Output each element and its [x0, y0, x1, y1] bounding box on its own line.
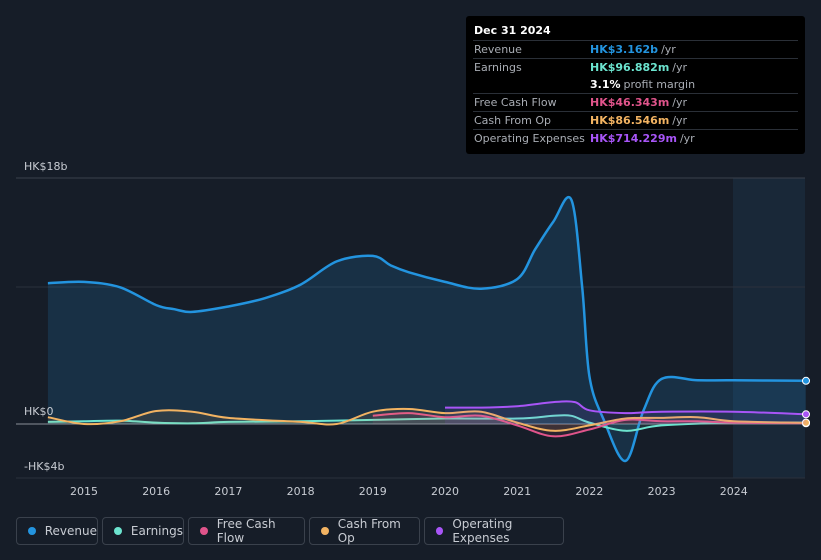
tooltip-row-profit-margin: 3.1% profit margin [473, 76, 798, 93]
tooltip-row-revenue: Revenue HK$3.162b /yr [473, 40, 798, 58]
tooltip-row-cash-from-op: Cash From Op HK$86.546m /yr [473, 111, 798, 129]
tooltip-value: HK$96.882m [590, 61, 670, 74]
tooltip-row-earnings: Earnings HK$96.882m /yr [473, 58, 798, 76]
legend-label: Free Cash Flow [216, 517, 276, 545]
legend-label: Earnings [130, 524, 183, 538]
legend-dot-icon [321, 527, 329, 535]
legend-dot-icon [28, 527, 36, 535]
legend-revenue[interactable]: Revenue [16, 517, 98, 545]
tooltip-unit: /yr [672, 114, 688, 127]
y-axis-labels: HK$18b HK$0 -HK$4b [24, 160, 67, 473]
tooltip: Dec 31 2024 Revenue HK$3.162b /yr Earnin… [466, 16, 805, 154]
legend-cash-from-op[interactable]: Cash From Op [309, 517, 420, 545]
tooltip-label [473, 76, 590, 93]
cash-from-op-end-point [802, 418, 810, 427]
tooltip-unit: /yr [672, 96, 688, 109]
legend-earnings[interactable]: Earnings [102, 517, 184, 545]
x-tick-label: 2015 [70, 485, 98, 498]
legend-dot-icon [436, 527, 444, 535]
revenue-area [47, 197, 806, 461]
legend-label: Revenue [44, 524, 97, 538]
operating-expenses-line [444, 400, 807, 416]
tooltip-date: Dec 31 2024 [474, 24, 551, 37]
forecast-region [733, 178, 805, 478]
x-axis-labels: 2015 2016 2017 2018 2019 2020 2021 2022 2023 2024 [70, 485, 748, 498]
revenue-end-point [802, 376, 810, 385]
tooltip-value: HK$714.229m [590, 132, 677, 145]
cash-from-op-area [47, 408, 806, 431]
operating-expenses-end-point [802, 410, 810, 419]
tooltip-label: Earnings [474, 61, 522, 74]
tooltip-unit: profit margin [623, 78, 696, 91]
tooltip-label: Free Cash Flow [474, 96, 557, 109]
x-tick-label: 2023 [648, 485, 676, 498]
x-tick-label: 2017 [214, 485, 242, 498]
tooltip-row-operating-expenses: Operating Expenses HK$714.229m /yr [473, 129, 798, 147]
tooltip-unit: /yr [661, 43, 676, 56]
x-tick-label: 2018 [287, 485, 315, 498]
tooltip-value: HK$46.343m [590, 96, 670, 109]
tooltip-row-free-cash-flow: Free Cash Flow HK$46.343m /yr [473, 93, 798, 111]
tooltip-value: HK$86.546m [590, 114, 670, 127]
operating-expenses-area [445, 401, 806, 424]
x-tick-label: 2024 [720, 485, 748, 498]
earnings-line [47, 414, 807, 432]
y-tick-label-bottom: -HK$4b [24, 460, 64, 473]
legend-dot-icon [200, 527, 208, 535]
x-tick-label: 2016 [142, 485, 170, 498]
y-tick-label-top: HK$18b [24, 160, 67, 173]
x-tick-label: 2021 [503, 485, 531, 498]
free-cash-flow-line [372, 412, 807, 438]
tooltip-unit: /yr [679, 132, 695, 145]
legend-label: Operating Expenses [452, 517, 513, 545]
tooltip-unit: /yr [672, 61, 688, 74]
tooltip-value: HK$3.162b [590, 43, 659, 56]
legend-free-cash-flow[interactable]: Free Cash Flow [188, 517, 305, 545]
tooltip-label: Operating Expenses [474, 132, 585, 145]
legend-label: Cash From Op [337, 517, 401, 545]
x-tick-label: 2019 [359, 485, 387, 498]
tooltip-value: 3.1% [590, 78, 621, 91]
x-tick-label: 2022 [575, 485, 603, 498]
legend-operating-expenses[interactable]: Operating Expenses [424, 517, 564, 545]
tooltip-label: Revenue [474, 43, 522, 56]
cash-from-op-line [47, 407, 807, 432]
x-tick-label: 2020 [431, 485, 459, 498]
earnings-area [47, 415, 806, 431]
y-tick-label-zero: HK$0 [24, 405, 53, 418]
revenue-line [47, 196, 807, 463]
tooltip-label: Cash From Op [474, 114, 552, 127]
series-layer [47, 196, 810, 463]
legend-dot-icon [114, 527, 122, 535]
